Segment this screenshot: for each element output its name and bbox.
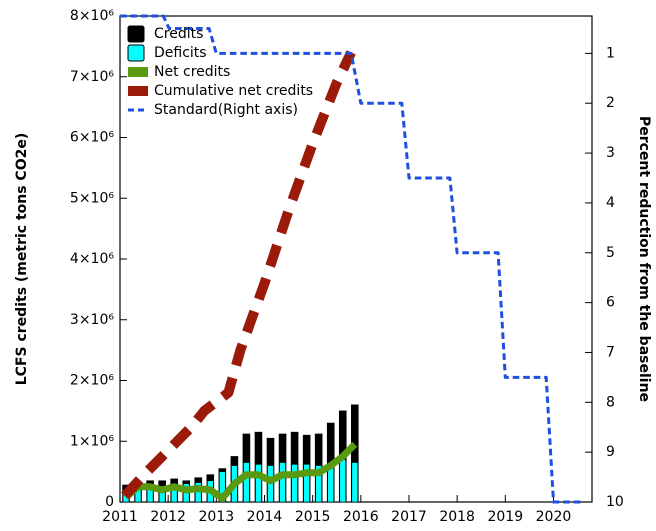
- x-tick-label: 2014: [247, 509, 283, 525]
- legend-label: Standard(Right axis): [154, 102, 298, 118]
- legend-swatch: [127, 25, 145, 43]
- bar: [219, 471, 226, 503]
- bar: [315, 465, 322, 503]
- y-tick-label: 4×10⁶: [70, 251, 114, 267]
- y-tick-label: 0: [105, 494, 114, 510]
- y-axis-label: LCFS credits (metric tons CO2e): [14, 133, 30, 385]
- y2-axis-label: Percent reduction from the baseline: [636, 116, 652, 402]
- x-tick-label: 2011: [102, 509, 138, 525]
- x-tick-label: 2020: [536, 509, 572, 525]
- y2-tick-label: 4: [606, 195, 615, 211]
- legend-label: Net credits: [154, 64, 230, 80]
- bar: [303, 464, 310, 503]
- legend-swatch: [127, 44, 145, 62]
- legend-label: Deficits: [154, 45, 207, 61]
- x-tick-label: 2016: [343, 509, 379, 525]
- y-tick-label: 3×10⁶: [70, 312, 114, 328]
- line: [121, 50, 356, 500]
- y2-tick-label: 2: [606, 95, 615, 111]
- y-tick-label: 1×10⁶: [70, 433, 114, 449]
- y2-tick-label: 5: [606, 245, 615, 261]
- bar: [255, 464, 262, 503]
- x-tick-label: 2013: [199, 509, 235, 525]
- line: [120, 14, 583, 504]
- legend-swatch: [128, 86, 148, 96]
- y2-tick-label: 3: [606, 145, 615, 161]
- legend-label: Credits: [154, 26, 203, 42]
- bar: [279, 462, 286, 503]
- y2-tick-label: 6: [606, 295, 615, 311]
- bar: [351, 462, 359, 503]
- bar: [339, 459, 347, 503]
- y-tick-label: 7×10⁶: [70, 69, 114, 85]
- y2-tick-label: 9: [606, 444, 615, 460]
- y2-tick-label: 8: [606, 394, 615, 410]
- x-tick-label: 2017: [391, 509, 427, 525]
- x-tick-label: 2019: [487, 509, 523, 525]
- bar: [243, 462, 250, 503]
- x-tick-label: 2012: [150, 509, 186, 525]
- x-tick-label: 2018: [439, 509, 475, 525]
- y-tick-label: 6×10⁶: [70, 130, 114, 146]
- y2-tick-label: 10: [606, 494, 624, 510]
- legend-swatch: [128, 67, 148, 77]
- legend-label: Cumulative net credits: [154, 83, 313, 99]
- y-tick-label: 2×10⁶: [70, 373, 114, 389]
- bar: [291, 464, 298, 503]
- line: [123, 441, 358, 502]
- y-tick-label: 5×10⁶: [70, 190, 114, 206]
- x-tick-label: 2015: [295, 509, 331, 525]
- y-tick-label: 8×10⁶: [70, 8, 114, 24]
- y2-tick-label: 7: [606, 344, 615, 360]
- y2-tick-label: 1: [606, 45, 615, 61]
